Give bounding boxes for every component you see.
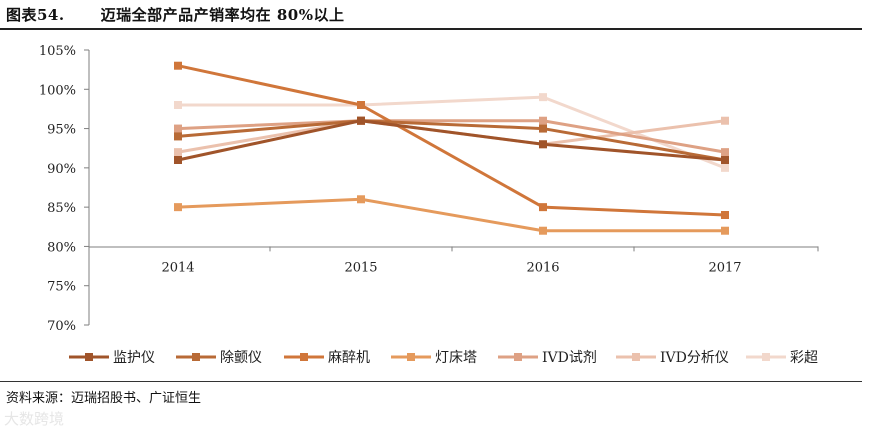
data-point	[174, 132, 182, 141]
legend-swatch-marker	[632, 353, 640, 361]
data-point	[721, 156, 729, 164]
data-point	[357, 195, 365, 204]
data-point	[539, 116, 547, 125]
source-note: 资料来源：迈瑞招股书、广证恒生	[6, 391, 202, 406]
series-line	[177, 119, 726, 162]
data-point	[174, 156, 182, 164]
data-point	[539, 124, 547, 133]
legend-swatch-marker	[192, 353, 200, 361]
legend-swatch-marker	[85, 353, 93, 361]
data-point	[539, 140, 547, 149]
legend-label: 灯床塔	[435, 350, 477, 366]
legend: 监护仪 除颤仪 麻醉机 灯床塔 IVD试剂 IVD分析仪 彩超	[69, 350, 818, 366]
legend-label: 监护仪	[113, 350, 155, 366]
data-point	[539, 93, 547, 102]
x-tick-label: 2016	[526, 260, 559, 275]
series-4	[174, 195, 729, 235]
y-tick-label: 70%	[47, 319, 76, 334]
watermark: 大数跨境	[4, 410, 65, 428]
series-line	[177, 119, 726, 154]
legend-swatch-marker	[762, 353, 770, 361]
legend-swatch-marker	[514, 353, 522, 361]
x-tick-label: 2015	[344, 260, 377, 275]
y-tick-label: 100%	[39, 83, 76, 98]
top-rule	[0, 28, 862, 30]
y-tick-label: 80%	[47, 240, 76, 255]
data-point	[721, 163, 729, 172]
legend-label: 麻醉机	[328, 350, 370, 366]
legend-label: 除颤仪	[220, 350, 262, 366]
data-point	[721, 116, 729, 125]
x-tick-label: 2014	[161, 260, 194, 275]
figure-title: 图表54. 迈瑞全部产品产销率均在 80%以上	[6, 4, 344, 25]
data-point	[357, 101, 365, 109]
y-tick-label: 105%	[39, 44, 76, 59]
data-point	[174, 101, 182, 109]
x-tick-label: 2017	[708, 260, 741, 275]
data-point	[721, 211, 729, 219]
figure-number: 图表54.	[6, 6, 65, 24]
data-point	[174, 61, 182, 70]
y-tick-label: 85%	[47, 201, 76, 216]
series-lines	[174, 61, 729, 235]
x-axis-ticks: 2014 2015 2016 2017	[88, 246, 819, 275]
series-line	[177, 197, 725, 233]
bottom-rule	[0, 381, 862, 382]
legend-label: IVD分析仪	[660, 350, 729, 366]
series-line	[177, 119, 726, 162]
data-point	[174, 203, 182, 212]
data-point	[174, 148, 182, 157]
data-point	[721, 148, 729, 157]
data-point	[357, 116, 365, 125]
data-point	[539, 226, 547, 235]
legend-label: 彩超	[790, 350, 818, 366]
series-1	[174, 116, 729, 164]
data-point	[174, 124, 182, 133]
data-point	[721, 226, 729, 235]
data-point	[539, 203, 547, 212]
y-tick-label: 90%	[47, 162, 76, 177]
legend-swatch-marker	[407, 353, 415, 361]
legend-swatch-marker	[300, 353, 308, 361]
figure-caption: 迈瑞全部产品产销率均在 80%以上	[100, 6, 345, 24]
series-3	[174, 61, 729, 219]
y-axis-ticks: 70% 75% 80% 85% 90% 95% 100% 105%	[39, 44, 89, 334]
y-tick-label: 95%	[47, 123, 76, 138]
y-tick-label: 75%	[47, 280, 76, 295]
series-line	[177, 64, 726, 217]
legend-label: IVD试剂	[542, 350, 597, 366]
